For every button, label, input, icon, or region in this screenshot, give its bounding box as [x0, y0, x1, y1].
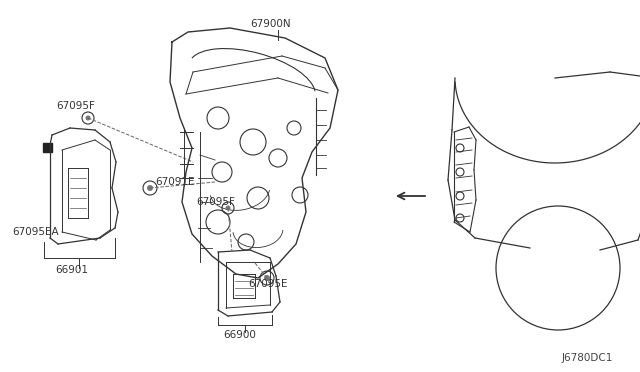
Circle shape [147, 185, 153, 191]
Text: 67900N: 67900N [250, 19, 291, 29]
Circle shape [225, 205, 230, 211]
Text: 67095EA: 67095EA [12, 227, 59, 237]
Text: 67095F: 67095F [56, 101, 95, 111]
Text: J6780DC1: J6780DC1 [562, 353, 613, 363]
Text: 66901: 66901 [55, 265, 88, 275]
Circle shape [264, 275, 270, 281]
Circle shape [86, 115, 90, 121]
Bar [43, 143, 52, 152]
Text: 67095E: 67095E [248, 279, 287, 289]
Text: 67091E: 67091E [155, 177, 195, 187]
Text: 66900: 66900 [223, 330, 256, 340]
Text: 67095F: 67095F [196, 197, 235, 207]
